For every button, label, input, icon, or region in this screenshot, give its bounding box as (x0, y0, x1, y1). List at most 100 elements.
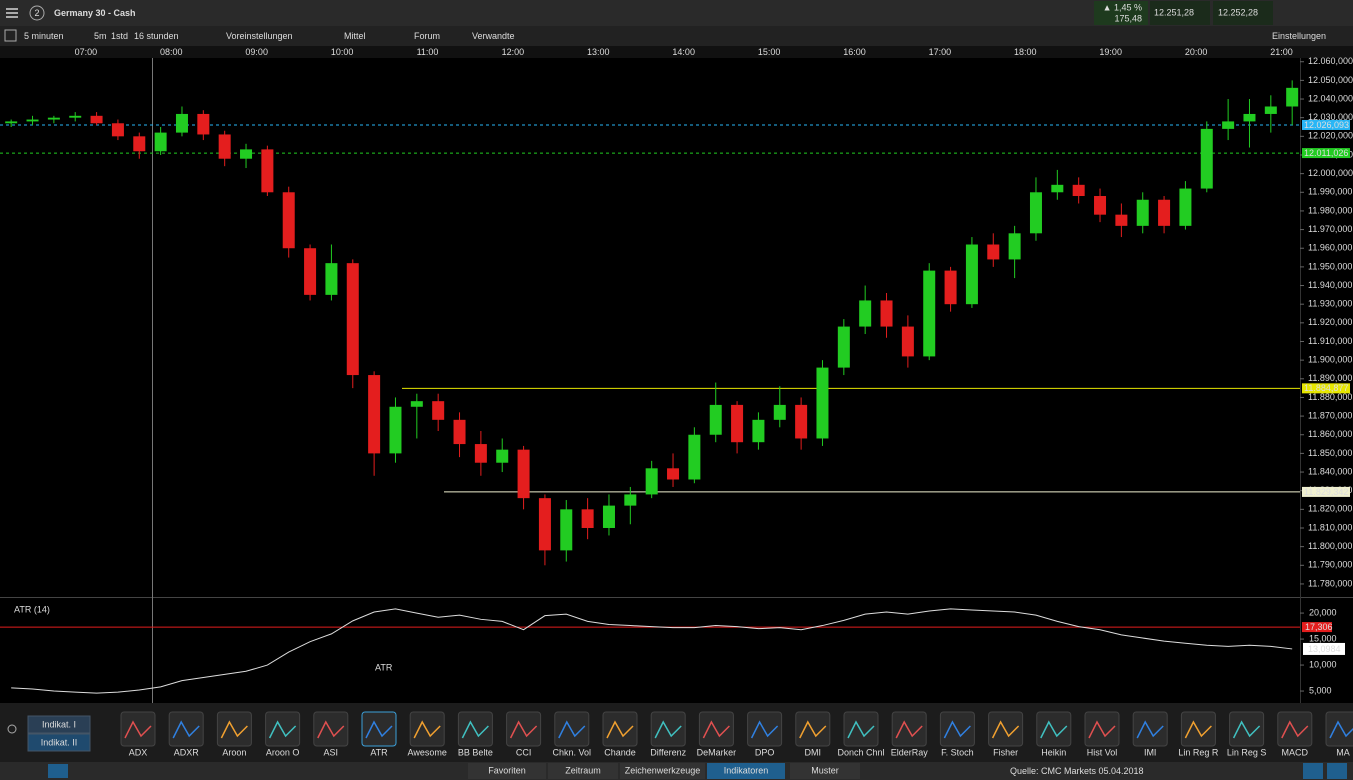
y-tick-label: 11.920,000 (1308, 317, 1352, 327)
indicator-icon[interactable] (554, 711, 590, 747)
y-tick-label: 11.880,000 (1308, 392, 1352, 402)
toolbar-icon[interactable] (4, 29, 17, 42)
window-number-circle (29, 5, 45, 21)
indicator-label: DeMarker (697, 747, 737, 757)
indicator-glyph (1184, 720, 1212, 739)
indicator-icon[interactable] (698, 711, 734, 747)
indicator-icon[interactable] (1084, 711, 1120, 747)
candle-body (133, 136, 146, 152)
toolbar-interval[interactable]: 5 minuten (24, 31, 64, 41)
sell-box[interactable] (1150, 1, 1210, 25)
indicator-icon[interactable] (1132, 711, 1168, 747)
edge (1347, 1, 1353, 25)
footer-tab-label: Muster (811, 765, 839, 775)
indicator-icon[interactable] (313, 711, 349, 747)
window-number: 2 (34, 8, 39, 18)
footer-tab[interactable] (620, 763, 705, 779)
indicator-glyph (124, 720, 152, 739)
y-tick-label: 11.910,000 (1308, 336, 1352, 346)
buy-price: 12.252,28 (1218, 7, 1258, 17)
footer-tab[interactable] (790, 763, 860, 779)
indicator-glyph (268, 720, 297, 739)
indicator-icon[interactable] (988, 711, 1024, 747)
candle-body (240, 149, 253, 159)
instrument-name[interactable]: Germany 30 - Cash (54, 8, 136, 18)
indicator-icon[interactable] (120, 711, 156, 747)
indicator-icon[interactable] (1277, 711, 1313, 747)
footer-tab[interactable] (707, 763, 785, 779)
indicator-icon[interactable] (747, 711, 783, 747)
indicator-tab[interactable] (27, 733, 91, 752)
footer-button[interactable] (1327, 763, 1347, 779)
y-tick-label: 12.060,000 (1308, 56, 1353, 66)
footer-edit[interactable] (48, 764, 68, 778)
toolbar-range[interactable]: 16 stunden (134, 31, 179, 41)
y-tick-label: 12.040,000 (1308, 93, 1353, 103)
indicator-icon[interactable] (457, 711, 493, 747)
indicator-tab[interactable] (27, 715, 91, 734)
candle-body (496, 449, 509, 463)
x-tick-label: 21:00 (1270, 47, 1293, 57)
level-label: 17,306 (1305, 622, 1333, 632)
indicator-glyph (413, 720, 441, 739)
indicator-glyph (317, 720, 345, 739)
indicator-icon[interactable] (602, 711, 638, 747)
indicator-label: Aroon (222, 747, 246, 757)
indicator-icon[interactable] (891, 711, 927, 747)
footer-tab[interactable] (468, 763, 546, 779)
candle-body (111, 123, 124, 137)
indicator-glyph (220, 720, 248, 739)
toolbar-size[interactable]: Mittel (344, 31, 366, 41)
toolbar-quick_1h[interactable]: 1std (111, 31, 128, 41)
indicator-glyph (606, 720, 634, 739)
toolbar-settings[interactable]: Einstellungen (1272, 31, 1326, 41)
indicator-icon[interactable] (939, 711, 975, 747)
indicator-glyph (365, 720, 393, 739)
search-icon[interactable] (7, 724, 17, 734)
level-label: 12.026,093 (1304, 120, 1349, 130)
indicator-label: Differenz (650, 747, 686, 757)
y-tick-label: 11.850,000 (1308, 448, 1352, 458)
toolbar-quick_5m[interactable]: 5m (94, 31, 107, 41)
indicator-label: Lin Reg R (1178, 747, 1219, 757)
candle-body (624, 494, 637, 506)
indicator-label: ADX (129, 747, 148, 757)
x-tick-label: 08:00 (160, 47, 183, 57)
indicator-icon[interactable] (409, 711, 445, 747)
indicator-icon[interactable] (168, 711, 204, 747)
footer-button[interactable] (1303, 763, 1323, 779)
indicator-icon[interactable] (1180, 711, 1216, 747)
footer-tab[interactable] (548, 763, 618, 779)
candle-body (752, 419, 765, 443)
footer-tab-label: Favoriten (488, 765, 526, 775)
candle-body (816, 367, 829, 439)
toolbar-forum[interactable]: Forum (414, 31, 440, 41)
indicator-icon[interactable] (506, 711, 542, 747)
indicator-icon[interactable] (1229, 711, 1265, 747)
indicator-glyph (799, 720, 827, 739)
indicator-icon[interactable] (650, 711, 686, 747)
buy-box[interactable] (1213, 1, 1273, 25)
indicator-icon[interactable] (795, 711, 831, 747)
candle-body (731, 404, 744, 443)
toolbar-presets[interactable]: Voreinstellungen (226, 31, 293, 41)
candle-body (1222, 121, 1235, 129)
indicator-glyph (1088, 720, 1116, 739)
candle-body (410, 401, 423, 407)
indicator-icon[interactable] (361, 711, 397, 747)
indicator-glyph (702, 720, 730, 739)
atr-title: ATR (14) (14, 604, 50, 614)
candle-body (432, 401, 445, 420)
indicator-icon[interactable] (265, 711, 301, 747)
candle-body (1094, 196, 1107, 215)
toolbar-related[interactable]: Verwandte (472, 31, 515, 41)
indicator-icon[interactable] (843, 711, 879, 747)
indicator-icon[interactable] (1325, 711, 1353, 747)
y-tick-label: 11.930,000 (1308, 299, 1352, 309)
indicator-icon[interactable] (216, 711, 252, 747)
indicator-glyph (461, 720, 489, 739)
indicator-icon[interactable] (1036, 711, 1072, 747)
menu-icon[interactable] (6, 8, 18, 18)
